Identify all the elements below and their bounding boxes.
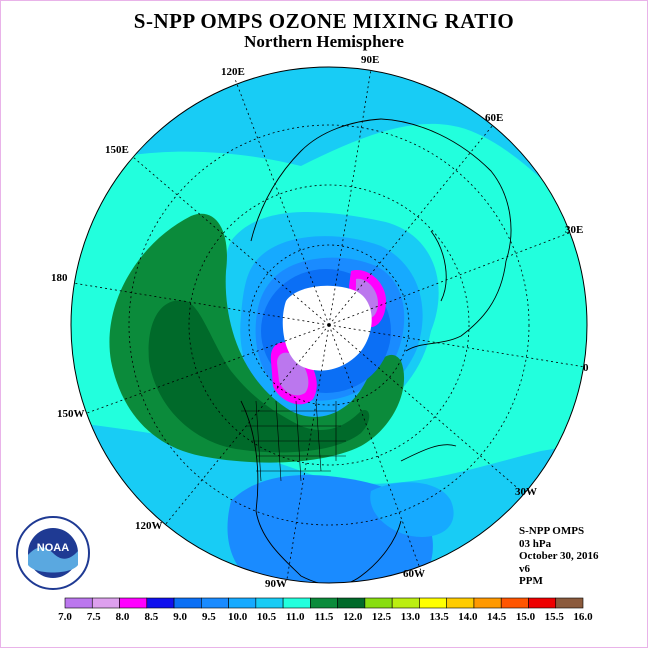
graticule <box>72 68 586 580</box>
info-date: October 30, 2016 <box>519 550 599 562</box>
lon-label-150w: 150W <box>57 408 85 420</box>
colorbar: 7.0 7.5 8.0 8.5 9.0 9.5 10.0 10.5 11.0 11.5 12.0 12… <box>58 597 593 623</box>
colorbar-swatch <box>228 597 257 609</box>
colorbar-tick-label: 11.5 <box>315 611 334 623</box>
colorbar-swatch <box>391 597 420 609</box>
lon-label-120w: 120W <box>135 520 163 532</box>
colorbar-swatch <box>64 597 93 609</box>
colorbar-tick-label: 13.5 <box>429 611 449 623</box>
colorbar-swatch <box>473 597 502 609</box>
colorbar-labels: 7.0 7.5 8.0 8.5 9.0 9.5 10.0 10.5 11.0 11.5 12.0 12… <box>58 611 593 623</box>
colorbar-swatch <box>310 597 338 609</box>
colorbar-tick-label: 11.0 <box>286 611 305 623</box>
info-level: 03 hPa <box>519 537 552 550</box>
colorbar-swatch <box>500 597 529 609</box>
logo-text: NOAA <box>37 542 69 554</box>
coastlines <box>240 118 512 583</box>
longitude-labels: 90E 120E 60E 150E 30E 180 0 150W 30W 120… <box>51 54 589 590</box>
noaa-logo: NOAA <box>16 516 90 590</box>
colorbar-tick-label: 7.5 <box>87 611 101 623</box>
colorbar-swatches <box>64 597 584 609</box>
colorbar-tick-label: 8.5 <box>144 611 158 623</box>
page-subtitle: Northern Hemisphere <box>244 32 404 51</box>
colorbar-swatch <box>255 597 284 609</box>
colorbar-tick-label: 7.0 <box>58 611 72 623</box>
page-title: S-NPP OMPS OZONE MIXING RATIO <box>133 9 515 33</box>
lon-label-180: 180 <box>51 272 68 284</box>
colorbar-tick-label: 9.0 <box>173 611 187 623</box>
colorbar-swatch <box>282 597 311 609</box>
lon-label-150e: 150E <box>105 144 129 156</box>
colorbar-tick-label: 14.5 <box>487 611 507 623</box>
info-instrument: S-NPP OMPS <box>519 525 585 537</box>
colorbar-tick-label: 12.0 <box>343 611 363 623</box>
land-grid <box>241 400 346 482</box>
lon-label-90w: 90W <box>265 578 287 590</box>
colorbar-tick-label: 10.5 <box>257 611 277 623</box>
colorbar-tick-label: 8.0 <box>116 611 130 623</box>
colorbar-tick-label: 15.0 <box>516 611 536 623</box>
field-no-data <box>282 285 372 371</box>
colorbar-tick-label: 10.0 <box>228 611 248 623</box>
colorbar-tick-label: 16.0 <box>573 611 593 623</box>
field-dark-green <box>148 300 370 453</box>
lon-label-0: 0 <box>583 362 589 374</box>
lon-label-90e: 90E <box>361 54 379 66</box>
colorbar-swatch <box>555 597 584 609</box>
lon-label-120e: 120E <box>221 66 245 78</box>
colorbar-tick-label: 15.5 <box>545 611 565 623</box>
info-block: S-NPP OMPS 03 hPa October 30, 2016 v6 PP… <box>519 525 599 588</box>
info-units: PPM <box>519 575 543 587</box>
colorbar-tick-label: 14.0 <box>458 611 478 623</box>
colorbar-tick-label: 9.5 <box>202 611 216 623</box>
colorbar-swatch <box>146 597 175 609</box>
lon-label-60e: 60E <box>485 112 503 124</box>
colorbar-tick-label: 12.5 <box>372 611 392 623</box>
colorbar-tick-label: 13.0 <box>401 611 421 623</box>
map-rim <box>70 66 588 584</box>
lon-label-30e: 30E <box>565 224 583 236</box>
colorbar-swatch <box>364 597 393 609</box>
colorbar-swatch <box>201 597 229 609</box>
colorbar-swatch <box>446 597 475 609</box>
colorbar-swatch <box>419 597 447 609</box>
colorbar-swatch <box>173 597 202 609</box>
info-version: v6 <box>519 562 530 575</box>
colorbar-swatch <box>91 597 120 609</box>
field-blue-south-2 <box>370 482 454 537</box>
colorbar-swatch <box>119 597 148 609</box>
lon-label-30w: 30W <box>515 486 537 498</box>
colorbar-swatch <box>337 597 366 609</box>
colorbar-swatch <box>528 597 557 609</box>
lon-label-60w: 60W <box>403 568 425 580</box>
